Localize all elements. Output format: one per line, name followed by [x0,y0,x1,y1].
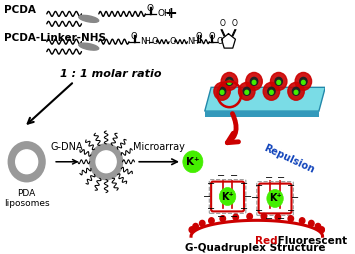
Text: Red: Red [255,236,278,246]
Circle shape [252,80,256,84]
Circle shape [269,90,273,94]
Circle shape [301,80,305,84]
Text: H: H [144,37,150,46]
Circle shape [200,220,205,226]
Text: −: − [240,204,248,214]
Circle shape [299,218,305,224]
Text: K⁺: K⁺ [221,192,234,201]
Text: O: O [152,37,158,46]
Text: −: − [244,192,252,201]
Circle shape [218,87,226,95]
Circle shape [308,220,314,226]
Text: −: − [265,214,273,224]
Text: K⁺: K⁺ [186,157,200,167]
Text: −: − [291,194,299,203]
Polygon shape [205,87,325,111]
Circle shape [209,218,214,224]
Circle shape [239,82,255,100]
FancyArrowPatch shape [227,114,239,143]
Circle shape [193,224,198,229]
Circle shape [294,90,298,94]
Text: O: O [169,37,176,46]
Text: Microarray: Microarray [133,142,185,152]
Circle shape [221,72,237,90]
Polygon shape [205,111,319,117]
Circle shape [300,77,307,85]
Circle shape [245,90,248,94]
Text: −: − [240,179,248,189]
Text: O: O [217,37,223,46]
Text: Fluorescent: Fluorescent [274,236,347,246]
Circle shape [288,82,304,100]
Circle shape [226,77,233,85]
Text: O: O [196,32,202,41]
Text: K⁺: K⁺ [269,194,282,203]
Text: −: − [255,181,263,191]
Text: O: O [232,19,238,28]
Circle shape [267,189,283,208]
Text: PCDA-Linker-NHS: PCDA-Linker-NHS [4,33,106,43]
Text: 1 : 1 molar ratio: 1 : 1 molar ratio [60,70,162,80]
Text: G-DNA: G-DNA [50,142,83,152]
Text: −: − [217,212,225,222]
Text: H: H [192,37,198,46]
Text: O: O [219,19,225,28]
Circle shape [247,213,252,219]
Text: −: − [277,214,285,224]
Circle shape [263,82,280,100]
Circle shape [271,72,287,90]
Text: OH: OH [157,9,171,18]
Circle shape [277,80,280,84]
Text: −: − [230,212,238,222]
Text: O: O [208,32,215,41]
Circle shape [220,90,224,94]
Circle shape [220,216,225,222]
Circle shape [246,72,262,90]
Circle shape [268,87,275,95]
Text: N: N [140,37,146,46]
Circle shape [183,151,203,173]
Circle shape [319,227,324,233]
Circle shape [295,72,312,90]
Text: −: − [203,192,212,201]
Text: PCDA: PCDA [4,5,36,15]
Text: Repulsion: Repulsion [262,143,316,175]
Text: −: − [265,173,273,183]
Ellipse shape [79,43,99,50]
Text: G-Quadruplex Structure: G-Quadruplex Structure [185,243,325,253]
Circle shape [243,87,250,95]
Circle shape [16,150,38,174]
Circle shape [261,213,267,219]
Text: −: − [287,206,295,216]
Text: O: O [131,32,137,41]
Circle shape [275,77,282,85]
Text: −: − [287,181,295,191]
Text: −: − [217,171,225,181]
Circle shape [9,142,45,182]
Circle shape [96,151,116,173]
Text: −: − [255,206,263,216]
Circle shape [219,187,236,205]
Circle shape [90,144,122,180]
Text: −: − [230,171,238,181]
Text: N: N [187,37,194,46]
Text: +: + [165,6,178,21]
Circle shape [250,77,258,85]
Text: O: O [147,4,154,13]
Circle shape [228,80,231,84]
Text: −: − [207,179,215,189]
Text: −: − [277,173,285,183]
Circle shape [233,214,239,220]
Circle shape [275,214,280,220]
Circle shape [293,87,300,95]
Circle shape [288,216,294,222]
Circle shape [214,82,230,100]
Ellipse shape [79,15,99,22]
Circle shape [189,227,195,233]
Text: −: − [251,194,259,203]
Circle shape [315,224,321,229]
Text: PDA
liposomes: PDA liposomes [4,188,49,208]
Text: −: − [207,204,215,214]
